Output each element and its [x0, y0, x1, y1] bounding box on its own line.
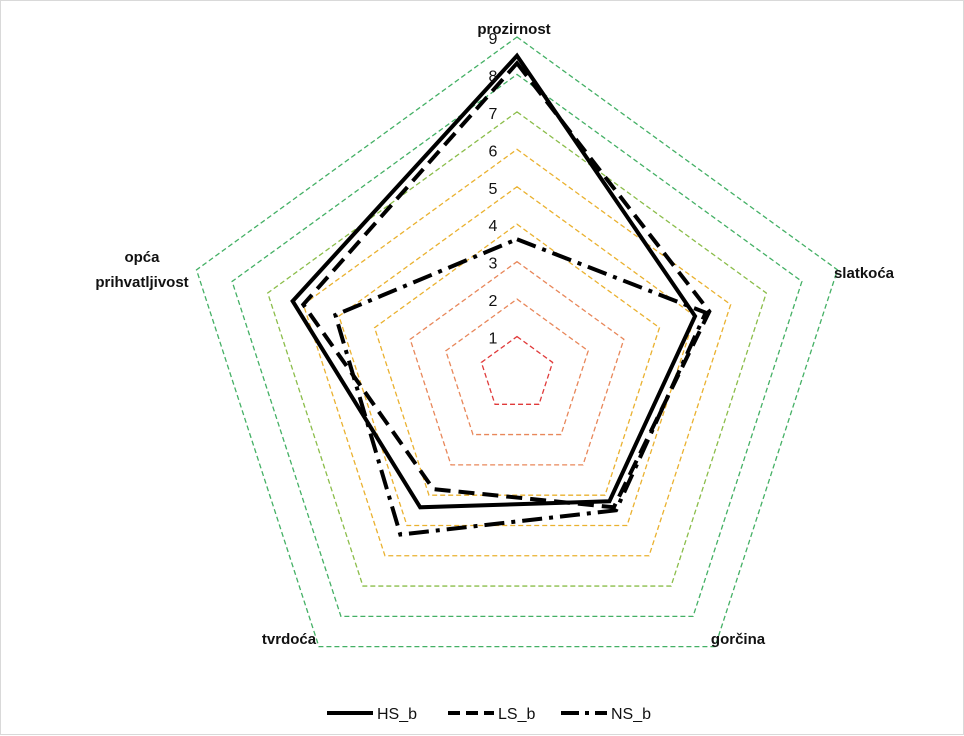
grid-ring-2: [445, 298, 589, 436]
grid-ring-9: [195, 36, 839, 648]
radar-tick-labels: 1 2 3 4 5 6 7 8 9: [489, 31, 498, 348]
chart-legend: HS_b LS_b NS_b: [327, 706, 651, 723]
radar-axis-labels: prozirnost slatkoća gorčina tvrdoća opća prih…: [95, 21, 894, 648]
grid-ring-1: [480, 335, 554, 405]
radar-series: [290, 52, 712, 537]
legend-label-hs-b: HS_b: [377, 706, 417, 723]
tick-label-8: 8: [489, 68, 498, 85]
tick-label-1: 1: [489, 331, 498, 348]
grid-ring-3: [409, 260, 625, 466]
grid-ring-4: [373, 223, 661, 496]
grid-ring-7: [266, 111, 768, 587]
axis-label-3-line-1: gorčina: [711, 631, 766, 648]
series-line-ls-b: [300, 60, 712, 510]
series-line-ns-b: [332, 237, 709, 537]
tick-label-2: 2: [489, 293, 498, 310]
tick-label-5: 5: [489, 181, 498, 198]
tick-label-7: 7: [489, 106, 498, 123]
tick-label-6: 6: [489, 143, 498, 160]
axis-label-2-line-1: slatkoća: [834, 265, 895, 282]
tick-label-3: 3: [489, 256, 498, 273]
axis-label-1-line-1: prozirnost: [477, 21, 550, 38]
radar-grid: [195, 36, 839, 648]
grid-ring-6: [302, 148, 732, 557]
axis-label-4-line-1: tvrdoća: [262, 631, 317, 648]
tick-label-9: 9: [489, 31, 498, 48]
legend-label-ns-b: NS_b: [611, 706, 651, 723]
tick-label-4: 4: [489, 218, 498, 235]
grid-ring-8: [231, 73, 803, 617]
legend-label-ls-b: LS_b: [498, 706, 535, 723]
axis-label-5-line-1: opća: [124, 249, 160, 266]
series-line-hs-b: [290, 52, 698, 510]
axis-label-5-line-2: prihvatljivost: [95, 274, 188, 291]
